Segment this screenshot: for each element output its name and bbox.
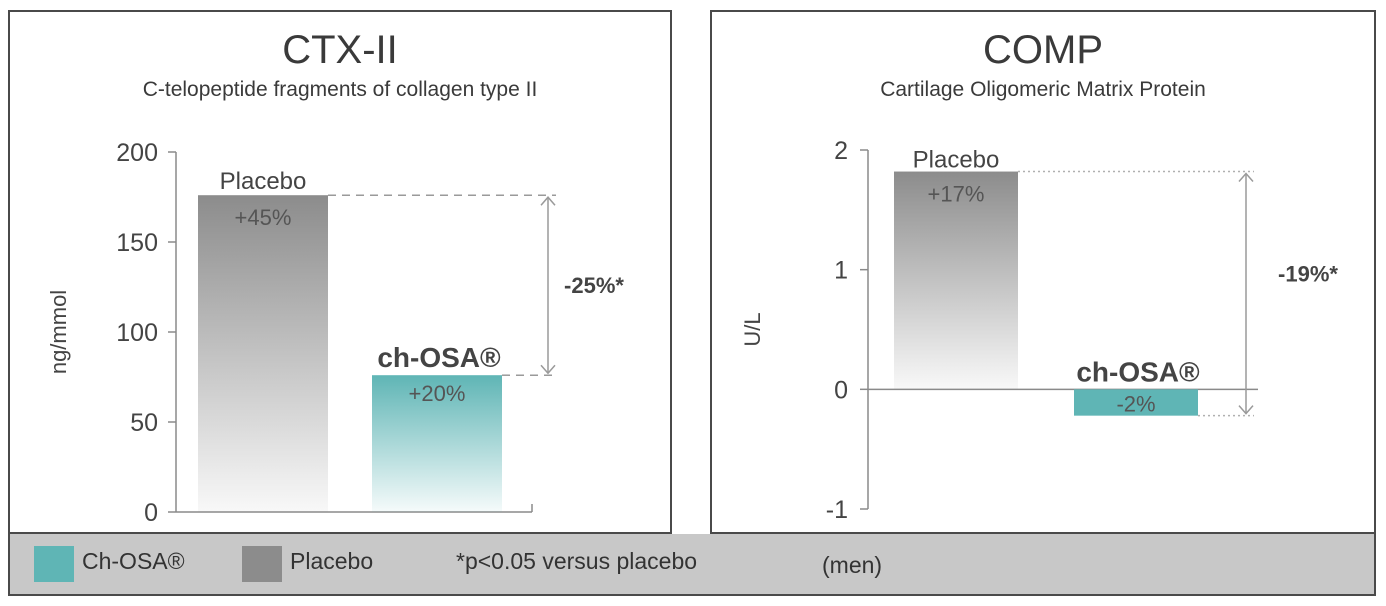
ctx-arrowhead-bottom [540,364,556,375]
ctx-y-tick-label: 200 [116,139,158,167]
comp-bar-placebo [894,171,1018,390]
comp-y-tick-label: 1 [834,257,848,285]
ctx-bar-placebo [198,195,328,512]
comp-category-label: ch-OSA® [1076,356,1200,387]
comp-subtitle: Cartilage Oligomeric Matrix Protein [880,78,1206,101]
ctx-ii-chart: 0 50 100 150 200 ng/mmol Placebo +45% ch-OSA® +20… [46,139,624,527]
ctx-bar-value-label: +20% [409,381,466,406]
ctx-ii-panel: CTX-II C-telopeptide fragments of collag… [8,10,672,534]
ctx-y-tick-label: 100 [116,319,158,347]
comp-y-tick-label: 2 [834,137,848,165]
ctx-ii-title: CTX-II [282,28,398,72]
legend-placebo-swatch [242,546,282,582]
ctx-category-label: ch-OSA® [377,342,501,373]
comp-y-tick-label: -1 [826,496,848,524]
comp-arrowhead-bottom [1238,405,1254,415]
legend-chosa-swatch [34,546,74,582]
ctx-y-tick-label: 150 [116,229,158,257]
comp-panel: COMP Cartilage Oligomeric Matrix Protein… [710,10,1376,534]
ctx-y-tick-label: 50 [130,409,158,437]
comp-bar-value-label: -2% [1116,392,1155,417]
ctx-ii-subtitle: C-telopeptide fragments of collagen type… [142,78,538,101]
comp-bar-chosa [1074,389,1198,416]
comp-bar-value-label: +17% [928,182,985,207]
ctx-difference-label: -25%* [564,273,624,298]
comp-chart: -1 0 1 2 U/L Placebo +17% ch-OSA® -2% -19%* [740,137,1338,524]
legend-bar: Ch-OSA® Placebo *p<0.05 versus placebo (… [8,534,1376,596]
ctx-arrowhead-top [540,196,556,206]
legend-significance-note: *p<0.05 versus placebo [456,548,698,574]
ctx-bar-chosa [372,375,502,512]
comp-category-label: Placebo [913,147,1000,174]
comp-y-tick-label: 0 [834,376,848,404]
ctx-y-axis-label: ng/mmol [46,290,71,374]
ctx-category-label: Placebo [220,168,307,195]
legend-placebo-label: Placebo [290,548,374,574]
ctx-bar-value-label: +45% [235,205,292,230]
comp-y-axis-label: U/L [740,312,765,346]
comp-title: COMP [983,28,1103,72]
comp-arrowhead-top [1238,172,1254,183]
legend-population-note: (men) [822,552,883,578]
legend-chosa-label: Ch-OSA® [82,548,185,574]
ctx-y-tick-label: 0 [144,499,158,527]
comp-difference-label: -19%* [1278,262,1338,287]
